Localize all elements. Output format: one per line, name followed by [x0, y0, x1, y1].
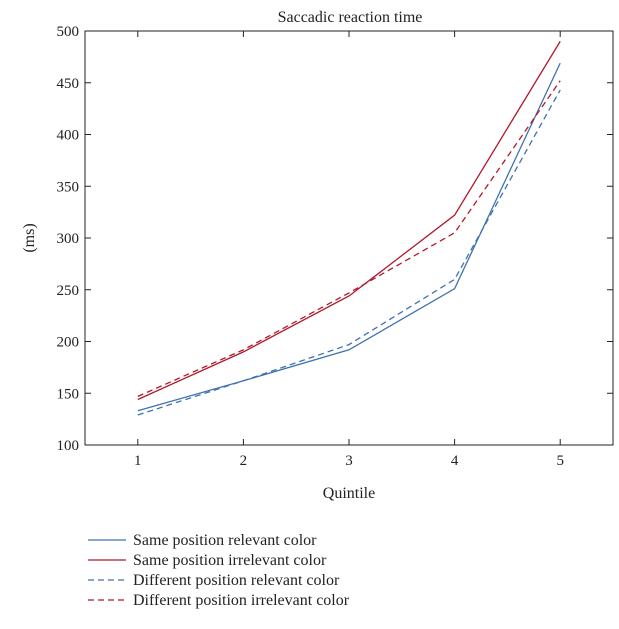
legend-label-4: Different position irrelevant color	[133, 592, 350, 609]
y-tick-label: 250	[57, 283, 80, 299]
series-lines	[137, 41, 561, 416]
x-axis: 1 2 3 4 5	[134, 31, 564, 469]
series-line-1	[137, 62, 561, 412]
y-tick-label: 450	[57, 76, 80, 92]
y-tick-label: 300	[57, 231, 80, 247]
x-tick-label: 4	[451, 453, 459, 469]
legend-label-2: Same position irrelevant color	[133, 552, 327, 569]
y-tick-label: 400	[57, 128, 80, 144]
y-axis-label: (ms)	[21, 223, 38, 252]
plot-frame	[84, 30, 614, 446]
chart-title: Saccadic reaction time	[278, 9, 423, 26]
legend-label-3: Different position relevant color	[133, 572, 340, 589]
y-tick-label: 350	[57, 179, 80, 195]
legend: Same position relevant color Same positio…	[88, 532, 350, 609]
x-tick-label: 2	[240, 453, 248, 469]
x-tick-label: 5	[556, 453, 564, 469]
series-line-4	[137, 80, 561, 397]
y-tick-label: 100	[57, 438, 80, 454]
series-line-2	[137, 41, 561, 401]
series-line-3	[137, 89, 561, 416]
x-tick-label: 1	[134, 453, 142, 469]
y-tick-label: 500	[57, 24, 80, 40]
x-axis-label: Quintile	[323, 485, 375, 502]
y-axis: 100 150 200 250 300 350 400 450 500	[57, 24, 613, 454]
x-tick-label: 3	[345, 453, 353, 469]
y-tick-label: 150	[57, 386, 80, 402]
legend-label-1: Same position relevant color	[133, 532, 317, 549]
y-tick-label: 200	[57, 335, 80, 351]
